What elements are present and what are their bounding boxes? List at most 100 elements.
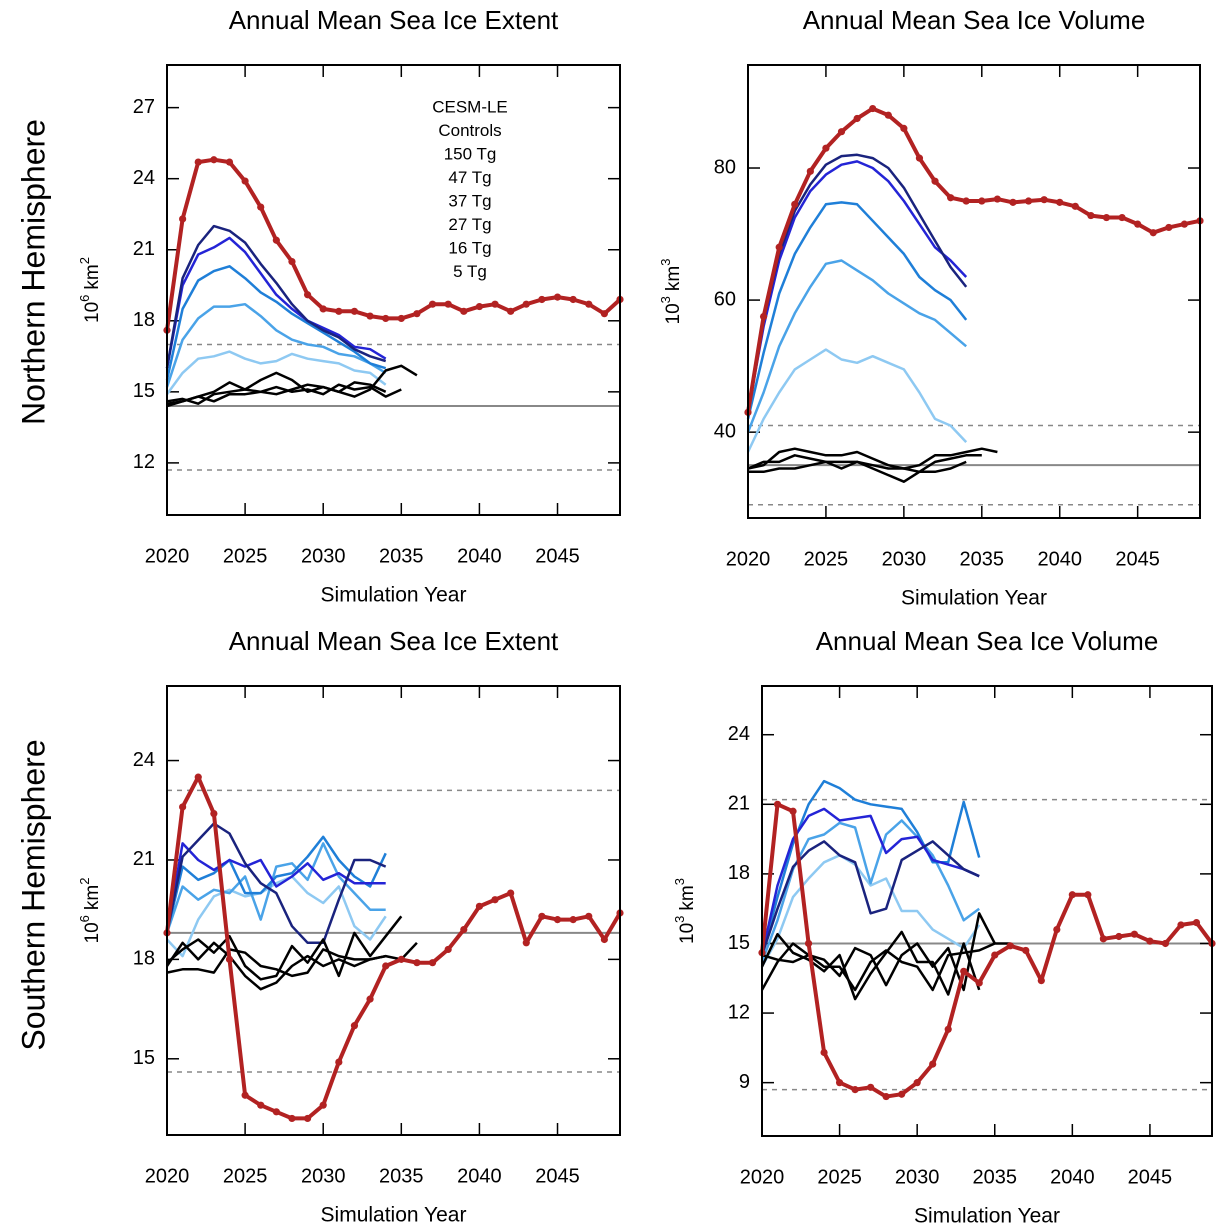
series-marker <box>1115 932 1123 941</box>
series-marker <box>288 1114 296 1123</box>
y-tick-label: 60 <box>714 288 736 310</box>
series-marker <box>538 295 546 304</box>
series-marker <box>900 124 908 132</box>
series-marker <box>444 945 452 954</box>
series-marker <box>194 158 202 166</box>
y-axis-label-part: 2 <box>77 878 92 885</box>
series-marker <box>553 916 562 924</box>
series-line <box>760 912 996 992</box>
y-tick-label: 24 <box>728 723 750 745</box>
series-marker <box>1053 925 1061 934</box>
plot-frame <box>747 64 1201 519</box>
series-marker <box>335 307 343 315</box>
series-line <box>165 236 387 369</box>
series-line <box>166 364 418 405</box>
series-marker <box>1009 198 1017 206</box>
series-line <box>166 915 403 981</box>
x-tick-label: 2025 <box>804 548 849 570</box>
series-marker <box>460 307 468 315</box>
series-marker <box>789 807 797 815</box>
x-tick-label: 2045 <box>1115 548 1160 570</box>
series-line <box>760 802 1214 1099</box>
series-line <box>165 822 387 945</box>
series-marker <box>569 295 577 304</box>
series-line <box>166 948 386 978</box>
series-marker <box>1006 942 1014 950</box>
series-marker <box>272 1108 280 1116</box>
series-marker <box>1024 197 1033 205</box>
series-marker <box>853 114 861 123</box>
x-tick-label: 2025 <box>817 1166 862 1188</box>
series-marker <box>804 939 813 948</box>
y-tick-label: 9 <box>739 1071 750 1093</box>
series-line <box>760 807 980 956</box>
y-axis-label-part: 10 <box>677 923 698 944</box>
series-line <box>746 348 968 453</box>
y-tick-label: 21 <box>133 238 155 260</box>
series-marker <box>585 912 593 920</box>
series-line <box>166 381 387 408</box>
series-line <box>746 160 968 413</box>
series-line <box>165 224 387 369</box>
y-axis-label-part: 2 <box>77 257 92 264</box>
series-marker <box>991 951 999 959</box>
x-tick-label: 2030 <box>895 1166 940 1188</box>
x-tick-label: 2040 <box>1037 548 1082 570</box>
x-axis-label: Simulation Year <box>321 584 467 607</box>
series-marker <box>350 1022 359 1030</box>
y-axis-label: 103km3 <box>672 878 698 944</box>
series-marker <box>225 955 234 963</box>
series-marker <box>1165 223 1173 232</box>
series-marker <box>335 1058 343 1066</box>
legend-entry: 150 Tg <box>444 144 497 163</box>
series-marker <box>585 300 593 308</box>
x-tick-label: 2025 <box>223 545 268 567</box>
series-marker <box>475 302 484 311</box>
series-marker <box>179 803 187 811</box>
x-tick-label: 2045 <box>535 1165 580 1187</box>
legend-entry: 16 Tg <box>448 238 491 257</box>
chart-title: Annual Mean Sea Ice Extent <box>229 5 559 35</box>
series-line <box>746 201 968 420</box>
x-tick-label: 2035 <box>960 548 1005 570</box>
y-tick-label: 21 <box>133 848 155 870</box>
series-marker <box>882 1092 890 1101</box>
x-tick-label: 2020 <box>740 1166 785 1188</box>
series-line <box>166 875 387 958</box>
x-tick-label: 2040 <box>457 545 502 567</box>
series-marker <box>1022 946 1030 955</box>
y-tick-label: 24 <box>133 749 155 771</box>
series-marker <box>553 293 562 301</box>
y-tick-label: 15 <box>133 380 155 402</box>
series-marker <box>837 128 846 136</box>
series-marker <box>366 995 374 1003</box>
legend-entry: 47 Tg <box>448 168 491 187</box>
legend-entry: CESM-LE <box>432 97 508 116</box>
series-marker <box>194 773 202 781</box>
x-tick-label: 2040 <box>457 1165 502 1187</box>
y-tick-label: 15 <box>728 932 750 954</box>
y-axis-label-part: 10 <box>82 302 103 323</box>
series-marker <box>1149 229 1157 237</box>
y-tick-label: 27 <box>133 96 155 118</box>
series-marker <box>1040 196 1048 204</box>
series-marker <box>179 215 187 223</box>
series-marker <box>1192 918 1201 927</box>
series-marker <box>413 959 421 967</box>
y-tick-label: 12 <box>133 451 155 473</box>
y-axis-label-part: 10 <box>663 303 684 324</box>
series-marker <box>366 312 374 320</box>
series-marker <box>413 310 421 318</box>
series-marker <box>491 896 499 904</box>
series-marker <box>835 1079 844 1087</box>
row-label: Southern Hemisphere <box>15 739 51 1050</box>
y-tick-label: 80 <box>714 156 736 178</box>
y-tick-label: 18 <box>133 309 155 331</box>
x-axis-label: Simulation Year <box>321 1204 467 1227</box>
series-line <box>165 842 386 934</box>
series-marker <box>303 291 312 299</box>
y-axis-label-part: 3 <box>672 878 687 885</box>
series-marker <box>397 955 405 963</box>
y-axis-label-part: 3 <box>658 259 673 266</box>
series-marker <box>397 314 405 323</box>
